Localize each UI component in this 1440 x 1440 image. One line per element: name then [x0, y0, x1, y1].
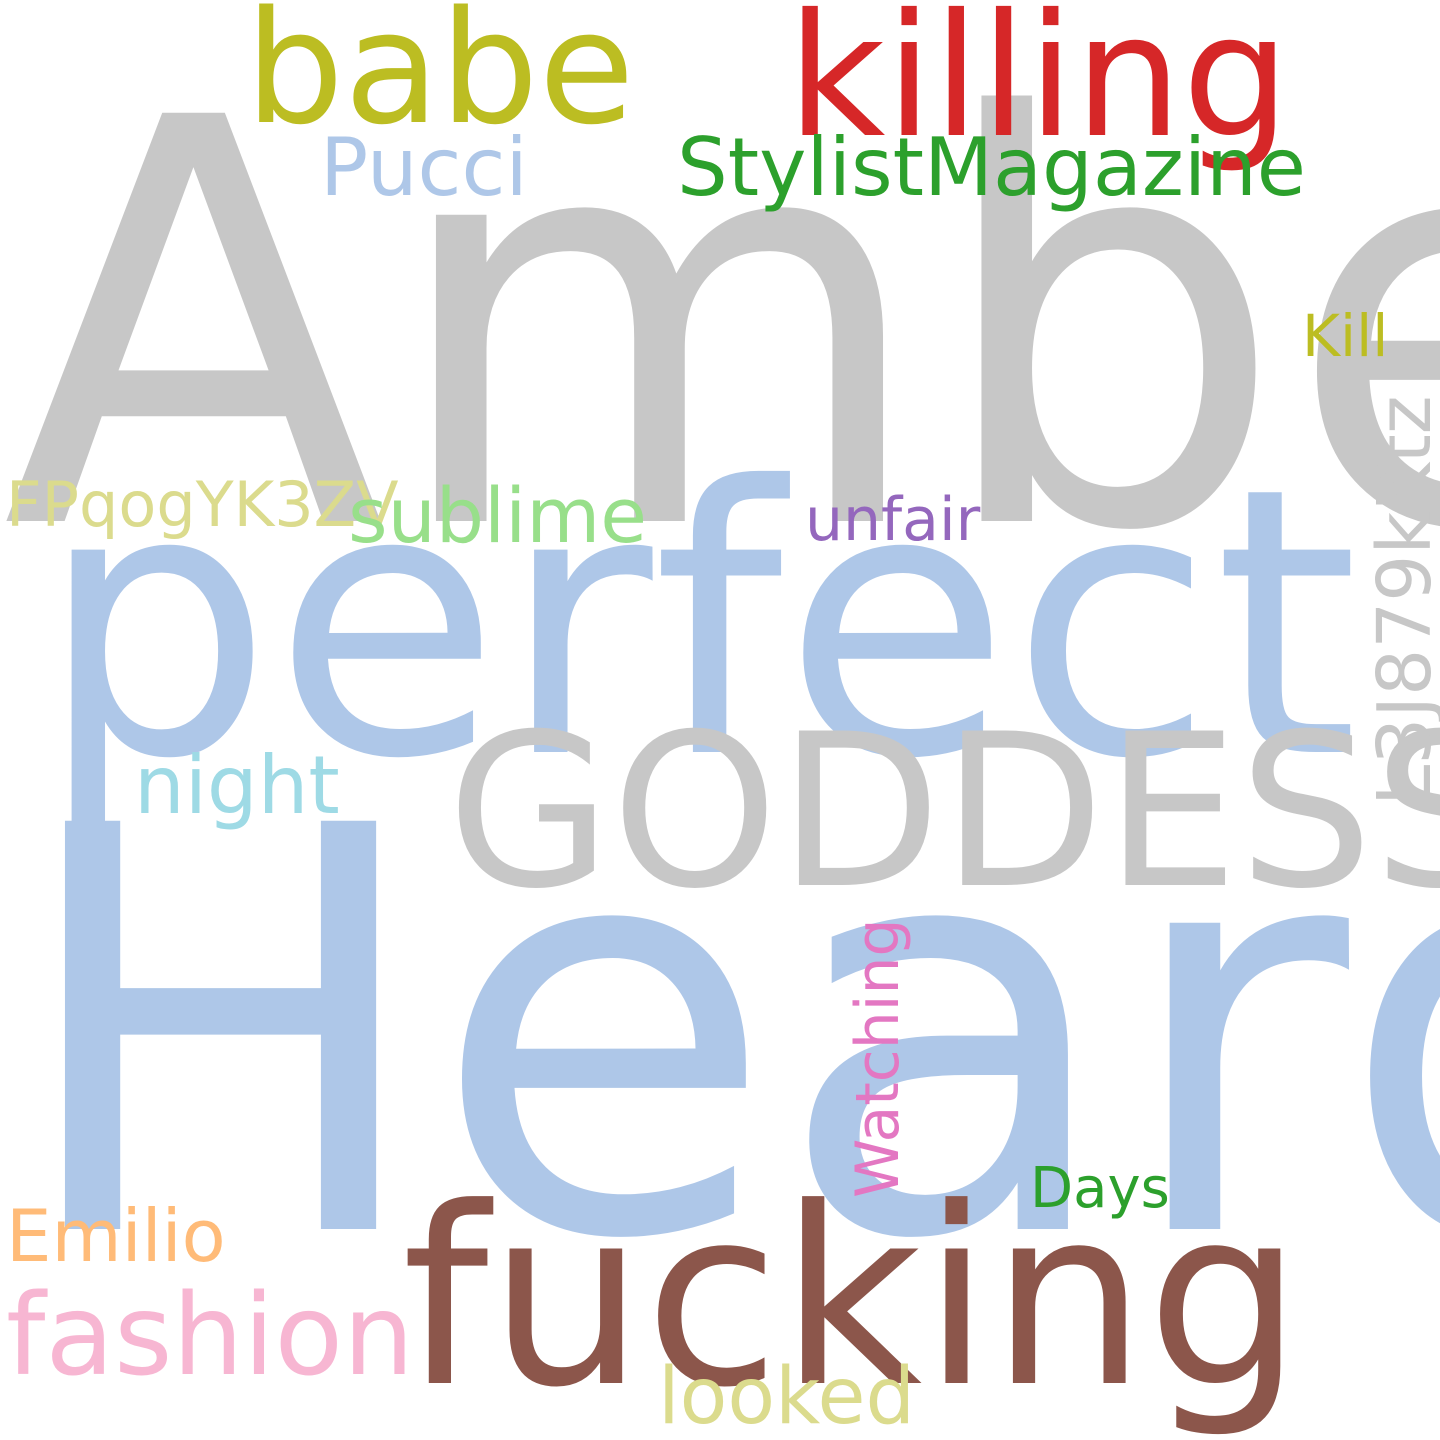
word-killing: killing: [787, 0, 1291, 176]
word-heard: Heard: [10, 710, 1440, 1362]
word-emilio: Emilio: [6, 1194, 226, 1278]
word-perfect: perfect: [38, 410, 1360, 840]
word-fpqogyk3zv: FPqogYK3ZV: [6, 468, 399, 541]
word-kill: Kill: [1302, 302, 1389, 370]
word-pucci: Pucci: [320, 121, 528, 214]
word-sublime: sublime: [348, 471, 648, 560]
word-amber: Amber: [2, 2, 1440, 654]
word-looked: looked: [658, 1352, 916, 1440]
word-l3j879kktz: L3J879kKtz: [1362, 395, 1440, 806]
word-stylistmagazine: StylistMagazine: [677, 121, 1306, 214]
word-watching: Watching: [843, 918, 913, 1198]
word-unfair: unfair: [805, 485, 981, 555]
word-fucking: fucking: [402, 1156, 1303, 1440]
word-night: night: [134, 739, 340, 832]
word-days: Days: [1030, 1156, 1170, 1221]
word-goddess: GODDESS: [447, 688, 1440, 935]
word-babe: babe: [245, 0, 635, 159]
word-fashion: fashion: [6, 1271, 415, 1401]
